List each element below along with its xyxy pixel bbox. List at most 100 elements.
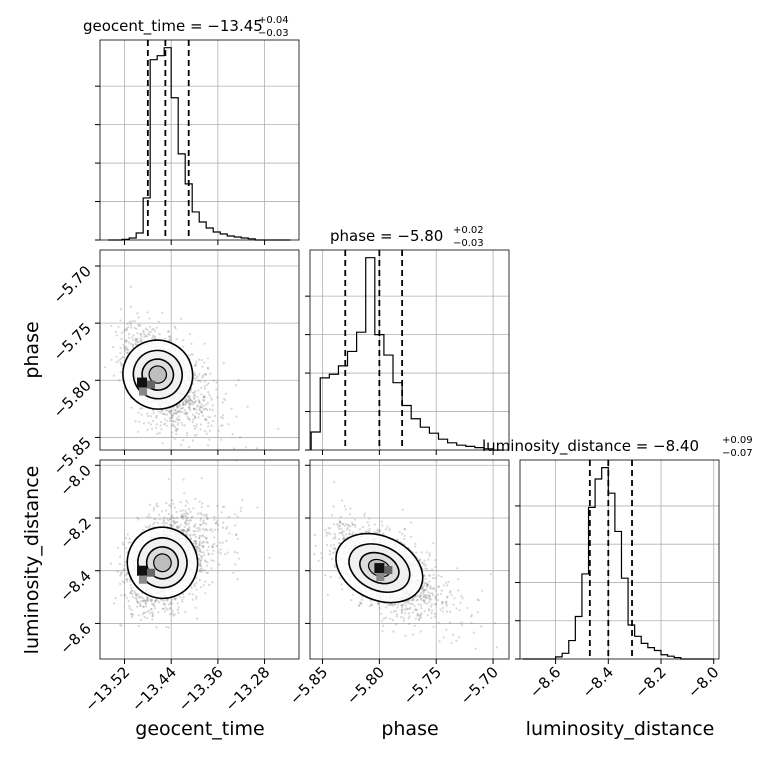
scatter-point bbox=[400, 604, 403, 607]
scatter-point bbox=[133, 320, 136, 323]
scatter-point bbox=[418, 595, 421, 599]
scatter-point bbox=[428, 586, 431, 589]
scatter-point bbox=[86, 349, 88, 351]
scatter-point bbox=[417, 618, 421, 621]
scatter-point bbox=[453, 597, 456, 600]
scatter-point bbox=[221, 417, 224, 420]
scatter-point bbox=[428, 552, 431, 555]
scatter-point bbox=[203, 394, 206, 397]
scatter-point bbox=[203, 559, 207, 562]
scatter-point bbox=[188, 525, 191, 529]
scatter-point bbox=[338, 521, 341, 524]
scatter-point bbox=[459, 601, 462, 604]
scatter-point bbox=[109, 562, 113, 565]
scatter-point bbox=[403, 608, 407, 612]
scatter-point bbox=[121, 541, 124, 544]
scatter-point bbox=[193, 401, 196, 404]
scatter-point bbox=[124, 574, 127, 577]
scatter-point bbox=[332, 505, 335, 508]
scatter-point bbox=[201, 522, 204, 525]
scatter-point bbox=[136, 594, 140, 597]
scatter-point bbox=[349, 507, 352, 510]
scatter-point bbox=[303, 559, 305, 561]
scatter-point bbox=[226, 551, 229, 554]
scatter-point bbox=[146, 311, 149, 314]
scatter-point bbox=[163, 516, 166, 519]
scatter-point bbox=[176, 423, 179, 426]
scatter-point bbox=[325, 531, 328, 535]
scatter-point bbox=[350, 521, 354, 524]
scatter-point bbox=[201, 545, 204, 548]
scatter-point bbox=[395, 613, 398, 616]
scatter-point bbox=[201, 540, 204, 543]
scatter-point bbox=[200, 523, 203, 527]
scatter-point bbox=[184, 512, 187, 515]
scatter-point bbox=[390, 611, 393, 614]
scatter-point bbox=[187, 417, 190, 420]
scatter-point bbox=[427, 574, 430, 577]
scatter-point bbox=[202, 546, 205, 549]
scatter-point bbox=[198, 536, 201, 540]
scatter-point bbox=[148, 317, 151, 320]
scatter-point bbox=[180, 407, 183, 410]
scatter-point bbox=[199, 562, 202, 566]
scatter-point bbox=[138, 325, 141, 328]
scatter-point bbox=[193, 400, 196, 404]
scatter-point bbox=[333, 565, 336, 569]
scatter-point bbox=[163, 337, 166, 340]
scatter-point bbox=[136, 332, 139, 335]
scatter-point bbox=[203, 529, 206, 532]
scatter-point bbox=[460, 595, 463, 598]
scatter-point bbox=[221, 401, 224, 404]
scatter-point bbox=[210, 424, 213, 427]
scatter-point bbox=[188, 406, 191, 409]
scatter-point bbox=[213, 515, 216, 519]
scatter-point bbox=[119, 361, 122, 364]
scatter-point bbox=[127, 326, 130, 329]
scatter-point bbox=[432, 573, 435, 576]
scatter-point bbox=[205, 407, 208, 410]
scatter-point bbox=[404, 612, 407, 615]
scatter-point bbox=[402, 619, 405, 622]
scatter-point bbox=[208, 408, 212, 411]
scatter-point bbox=[166, 413, 169, 416]
scatter-point bbox=[414, 595, 417, 598]
scatter-point bbox=[120, 571, 124, 574]
scatter-point bbox=[136, 592, 139, 595]
scatter-point bbox=[137, 411, 140, 414]
scatter-point bbox=[333, 481, 336, 484]
scatter-point bbox=[174, 411, 177, 414]
scatter-point bbox=[190, 586, 193, 590]
scatter-point bbox=[126, 351, 129, 355]
scatter-point bbox=[420, 591, 423, 595]
scatter-point bbox=[124, 560, 127, 564]
scatter-point bbox=[149, 524, 152, 527]
scatter-point bbox=[182, 529, 185, 532]
scatter-point bbox=[169, 505, 172, 508]
scatter-point bbox=[431, 592, 434, 595]
scatter-point bbox=[437, 574, 440, 577]
scatter-point bbox=[423, 584, 426, 587]
scatter-point bbox=[345, 528, 348, 531]
scatter-point bbox=[414, 608, 417, 612]
scatter-point bbox=[126, 322, 129, 326]
scatter-point bbox=[438, 640, 441, 643]
scatter-point bbox=[432, 594, 435, 597]
scatter-point bbox=[174, 598, 177, 601]
scatter-point bbox=[373, 531, 377, 534]
scatter-point bbox=[119, 572, 122, 575]
scatter-point bbox=[427, 594, 430, 597]
scatter-point bbox=[146, 412, 149, 415]
scatter-phase-vs-luminosity-distance-panel bbox=[303, 459, 510, 660]
scatter-point bbox=[202, 545, 205, 548]
scatter-point bbox=[395, 615, 398, 618]
scatter-point bbox=[331, 514, 334, 517]
scatter-point bbox=[218, 563, 221, 566]
scatter-point bbox=[432, 625, 435, 628]
scatter-point bbox=[193, 540, 196, 543]
scatter-point bbox=[434, 577, 437, 580]
scatter-point bbox=[187, 516, 190, 519]
scatter-point bbox=[168, 335, 171, 338]
scatter-point bbox=[131, 344, 134, 347]
scatter-point bbox=[396, 538, 399, 541]
